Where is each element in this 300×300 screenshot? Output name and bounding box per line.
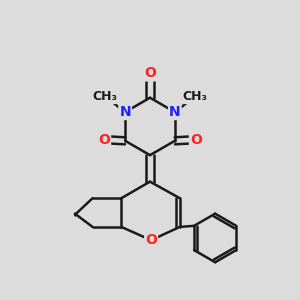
Text: CH₃: CH₃: [182, 90, 207, 103]
Text: CH₃: CH₃: [93, 90, 118, 103]
Text: O: O: [190, 133, 202, 147]
Text: O: O: [98, 133, 110, 147]
Text: N: N: [119, 105, 131, 119]
Text: O: O: [144, 66, 156, 80]
Text: N: N: [169, 105, 181, 119]
Text: O: O: [145, 233, 157, 247]
